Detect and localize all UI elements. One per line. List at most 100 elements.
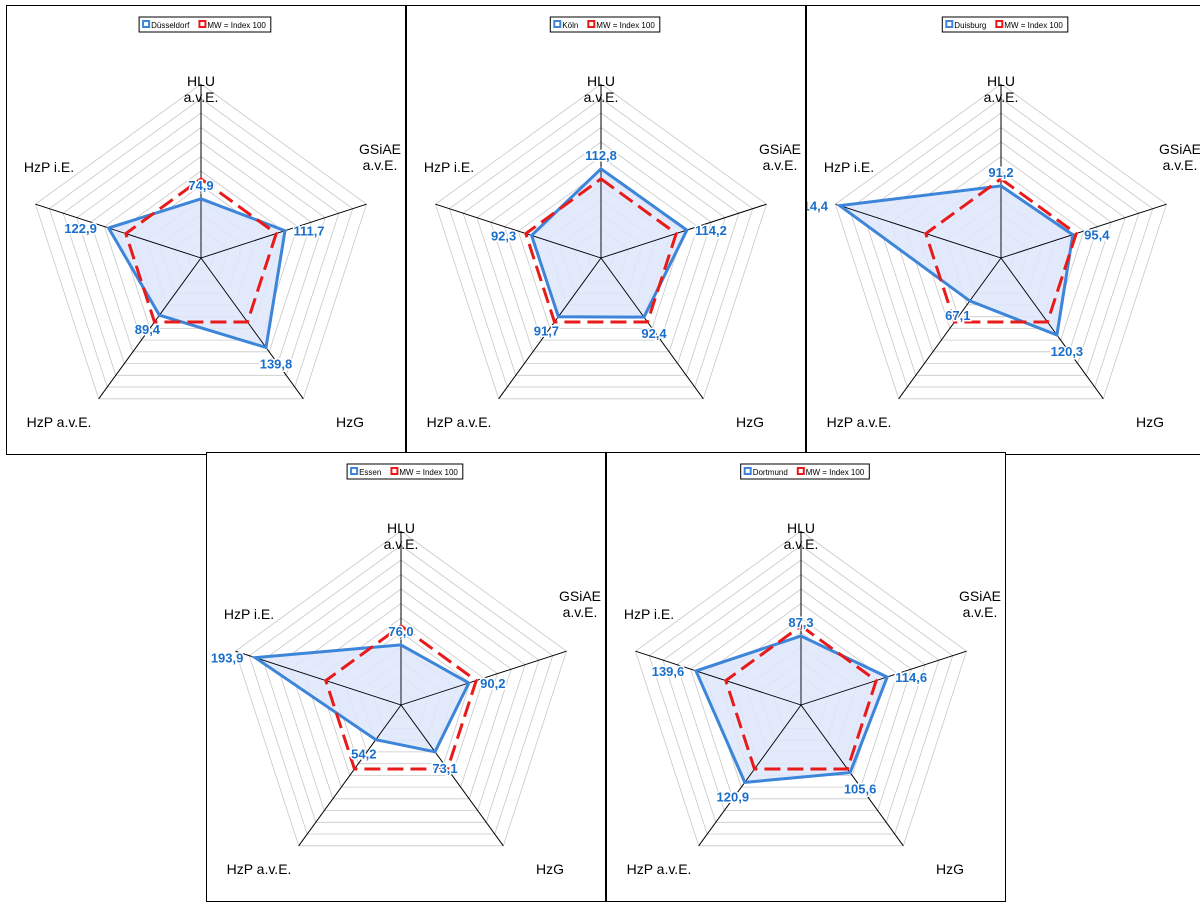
data-label: 105,6 (844, 782, 877, 797)
radar-grid-ring (835, 83, 1167, 400)
legend-swatch-city (743, 467, 752, 475)
chart-legend: Dortmund MW = Index 100 (740, 463, 870, 480)
radar-spoke-inner (108, 227, 202, 259)
data-label: 139,8 (260, 357, 293, 372)
axis-label: a.v.E. (184, 89, 219, 105)
radar-spoke-inner (400, 704, 436, 753)
chart-legend: Duisburg MW = Index 100 (941, 16, 1069, 33)
radar-spoke-inner (1000, 234, 1073, 259)
radar-chart-essen: 76,090,273,154,2193,9HLUa.v.E.GSiAEa.v.E… (209, 463, 601, 877)
legend-swatch-mean (390, 467, 399, 475)
legend-label-city: Köln (562, 21, 578, 30)
legend-label-mean: MW = Index 100 (399, 468, 458, 477)
axis-label: HzG (336, 414, 364, 430)
radar-grid-ring (35, 83, 367, 400)
radar-grid-ring (90, 141, 312, 353)
legend-swatch-mean (995, 20, 1004, 28)
mean-series-line (324, 624, 478, 771)
city-series-fill (108, 198, 285, 348)
axis-label: GSiAE (1159, 141, 1200, 157)
data-label: 92,4 (641, 326, 667, 341)
radar-grid-ring (435, 83, 767, 400)
city-series-fill (839, 185, 1073, 335)
radar-spoke-inner (839, 205, 1002, 259)
data-label: 120,9 (717, 789, 750, 804)
radar-grid-ring (262, 559, 540, 823)
axis-label: a.v.E. (563, 604, 598, 620)
axis-label: HzP a.v.E. (27, 414, 92, 430)
axis-label: HzP i.E. (824, 159, 874, 175)
radar-panel-koeln: 112,8 114,2 92,4 91,7 92,3 HLU a.v.E. GSiAE a.v.… (406, 5, 806, 455)
data-label: 91,7 (534, 324, 559, 339)
radar-panel-essen: 76,0 90,2 73,1 54,2 193,9 HLU a.v.E. GSiAE a.v.E… (206, 452, 606, 902)
data-label: 67,1 (945, 308, 970, 323)
data-label: 114,6 (895, 670, 927, 685)
chart-legend: Köln MW = Index 100 (549, 16, 661, 33)
chart-legend: Essen MW = Index 100 (346, 463, 464, 480)
radar-spoke-inner (969, 257, 1002, 302)
radar-grid-ring (104, 156, 298, 341)
axis-label: HzG (736, 414, 764, 430)
radar-grid-ring (848, 98, 1154, 388)
axis-label: HzG (936, 861, 964, 877)
legend-box (549, 16, 661, 33)
axis-label: HLU (787, 520, 815, 536)
city-series-line (835, 184, 1075, 338)
legend-label-mean: MW = Index 100 (1004, 21, 1063, 30)
city-series-line (250, 643, 471, 754)
legend-swatch-mean (198, 20, 207, 28)
city-series-fill (531, 168, 687, 318)
radar-grid-ring (476, 127, 726, 365)
radar-spoke-inner (600, 257, 645, 318)
city-series-fill (696, 636, 888, 783)
legend-swatch-mean (587, 20, 596, 28)
legend-label-city: Düsseldorf (151, 21, 190, 30)
axis-label: GSiAE (559, 588, 601, 604)
radar-grid-ring (48, 98, 354, 388)
radar-grid-ring (76, 127, 326, 365)
radar-spoke-inner (800, 676, 888, 706)
city-series-line (529, 166, 689, 319)
axis-label: a.v.E. (1163, 157, 1198, 173)
axis-label: a.v.E. (984, 89, 1019, 105)
radar-grid-ring (648, 545, 954, 835)
data-label: 114,2 (695, 223, 727, 238)
radar-grid-ring (276, 574, 526, 812)
axis-label: HzG (536, 861, 564, 877)
axis-label: GSiAE (759, 141, 801, 157)
data-label: 193,9 (211, 651, 244, 666)
radar-grid-ring (235, 530, 567, 847)
axis-label: HLU (987, 73, 1015, 89)
axis-label: HzP a.v.E. (427, 414, 492, 430)
legend-box (346, 463, 464, 480)
chart-legend: Düsseldorf MW = Index 100 (138, 16, 272, 33)
data-label: 95,4 (1084, 228, 1110, 243)
radar-grid-ring (862, 112, 1140, 376)
mean-series-line (724, 624, 878, 771)
legend-box (740, 463, 870, 480)
radar-grid-ring (62, 112, 340, 376)
data-label: 54,2 (351, 747, 376, 762)
radar-chart-koeln: 112,8114,292,491,792,3HLUa.v.E.GSiAEa.v.… (424, 16, 801, 430)
radar-grid-ring (462, 112, 740, 376)
data-label: 120,3 (1051, 344, 1084, 359)
legend-label-mean: MW = Index 100 (207, 21, 266, 30)
data-label: 87,3 (788, 615, 813, 630)
radar-grid-ring (504, 156, 698, 341)
axis-label: a.v.E. (763, 157, 798, 173)
radar-spoke-inner (695, 670, 802, 706)
legend-swatch-mean (796, 467, 805, 475)
data-label: 112,8 (585, 148, 617, 163)
legend-label-mean: MW = Index 100 (806, 468, 865, 477)
city-series-line (106, 197, 287, 350)
radar-spoke-inner (375, 704, 402, 740)
axis-label: a.v.E. (784, 536, 819, 552)
radar-chart-duesseldorf: 74,9111,7139,889,4122,9HLUa.v.E.GSiAEa.v… (24, 16, 401, 430)
data-label: 111,7 (293, 224, 324, 239)
radar-panel-dortmund: 87,3 114,6 105,6 120,9 139,6 HLU a.v.E. GSiAE a.… (606, 452, 1006, 902)
radar-spoke-inner (558, 257, 602, 317)
radar-grid-ring (248, 545, 554, 835)
radar-panel-duesseldorf: 74,9 111,7 139,8 89,4 122,9 HLU a.v.E. GSiAE a.v… (6, 5, 406, 455)
axis-label: HzP a.v.E. (827, 414, 892, 430)
mean-series-line (924, 177, 1078, 324)
